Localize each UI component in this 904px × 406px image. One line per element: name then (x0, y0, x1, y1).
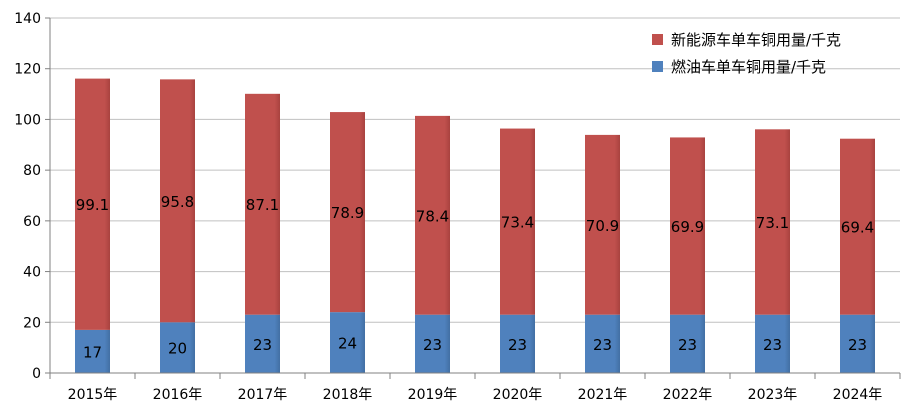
bar-fuel-3 (330, 312, 365, 373)
y-tick-label: 100 (14, 112, 41, 128)
bar-nev-5 (500, 128, 535, 315)
x-tick-label: 2018年 (323, 387, 373, 403)
y-tick-label: 60 (23, 214, 41, 230)
x-tick-label: 2021年 (578, 387, 628, 403)
data-label-fuel-5: 23 (508, 336, 527, 354)
bar-fuel-0 (75, 329, 110, 373)
data-label-fuel-2: 23 (253, 336, 272, 354)
y-tick-label: 140 (14, 11, 41, 27)
data-label-nev-0: 99.1 (76, 196, 109, 214)
data-labels: 17 99.1 20 95.8 23 87.1 24 78.9 23 78.4 23 73.4 23 70… (76, 193, 874, 362)
y-tick-label: 0 (32, 366, 41, 382)
x-tick-label: 2016年 (153, 387, 203, 403)
bar-nev-3 (330, 112, 365, 313)
data-label-nev-3: 78.9 (331, 204, 364, 222)
bars (75, 78, 875, 373)
bar-fuel-9 (840, 314, 875, 373)
data-label-fuel-4: 23 (423, 336, 442, 354)
bar-fuel-2 (245, 314, 280, 373)
x-tick-label: 2019年 (408, 387, 458, 403)
legend-swatch-0 (652, 61, 663, 72)
bar-fuel-4 (415, 314, 450, 373)
data-label-fuel-9: 23 (848, 336, 867, 354)
data-label-fuel-3: 24 (338, 335, 357, 353)
y-tick-label: 20 (23, 315, 41, 331)
data-label-nev-1: 95.8 (161, 193, 194, 211)
x-tick-label: 2023年 (748, 387, 798, 403)
y-tick-label: 80 (23, 163, 41, 179)
legend-label-1: 新能源车单车铜用量/千克 (671, 31, 841, 49)
x-tick-label: 2024年 (833, 387, 883, 403)
y-tick-label: 120 (14, 62, 41, 78)
data-label-nev-9: 69.4 (841, 219, 874, 237)
bar-nev-7 (670, 137, 705, 315)
legend-swatch-1 (652, 34, 663, 45)
bar-fuel-7 (670, 314, 705, 373)
data-label-nev-4: 78.4 (416, 207, 449, 225)
bar-nev-0 (75, 78, 110, 330)
data-label-fuel-7: 23 (678, 336, 697, 354)
bar-nev-4 (415, 115, 450, 315)
x-tick-label: 2020年 (493, 387, 543, 403)
data-label-fuel-8: 23 (763, 336, 782, 354)
bar-nev-2 (245, 93, 280, 315)
bar-nev-9 (840, 138, 875, 315)
data-label-nev-8: 73.1 (756, 214, 789, 232)
legend-label-0: 燃油车单车铜用量/千克 (671, 58, 826, 76)
bar-nev-8 (755, 129, 790, 315)
data-label-fuel-6: 23 (593, 336, 612, 354)
data-label-nev-5: 73.4 (501, 214, 534, 232)
x-tick-label: 2022年 (663, 387, 713, 403)
data-label-nev-6: 70.9 (586, 217, 619, 235)
x-tick-label: 2015年 (68, 387, 118, 403)
y-tick-label: 40 (23, 265, 41, 281)
bar-fuel-8 (755, 314, 790, 373)
axes: 0 20 40 60 80 100 120 140 2015年 2016年 2017年 2018年 20… (14, 11, 901, 403)
bar-nev-6 (585, 134, 620, 315)
data-label-fuel-0: 17 (83, 343, 102, 361)
data-label-nev-7: 69.9 (671, 218, 704, 236)
x-tick-label: 2017年 (238, 387, 288, 403)
bar-fuel-6 (585, 314, 620, 373)
bar-fuel-5 (500, 314, 535, 373)
data-label-nev-2: 87.1 (246, 196, 279, 214)
bar-nev-1 (160, 79, 195, 323)
data-label-fuel-1: 20 (168, 340, 187, 358)
bar-fuel-1 (160, 322, 195, 373)
